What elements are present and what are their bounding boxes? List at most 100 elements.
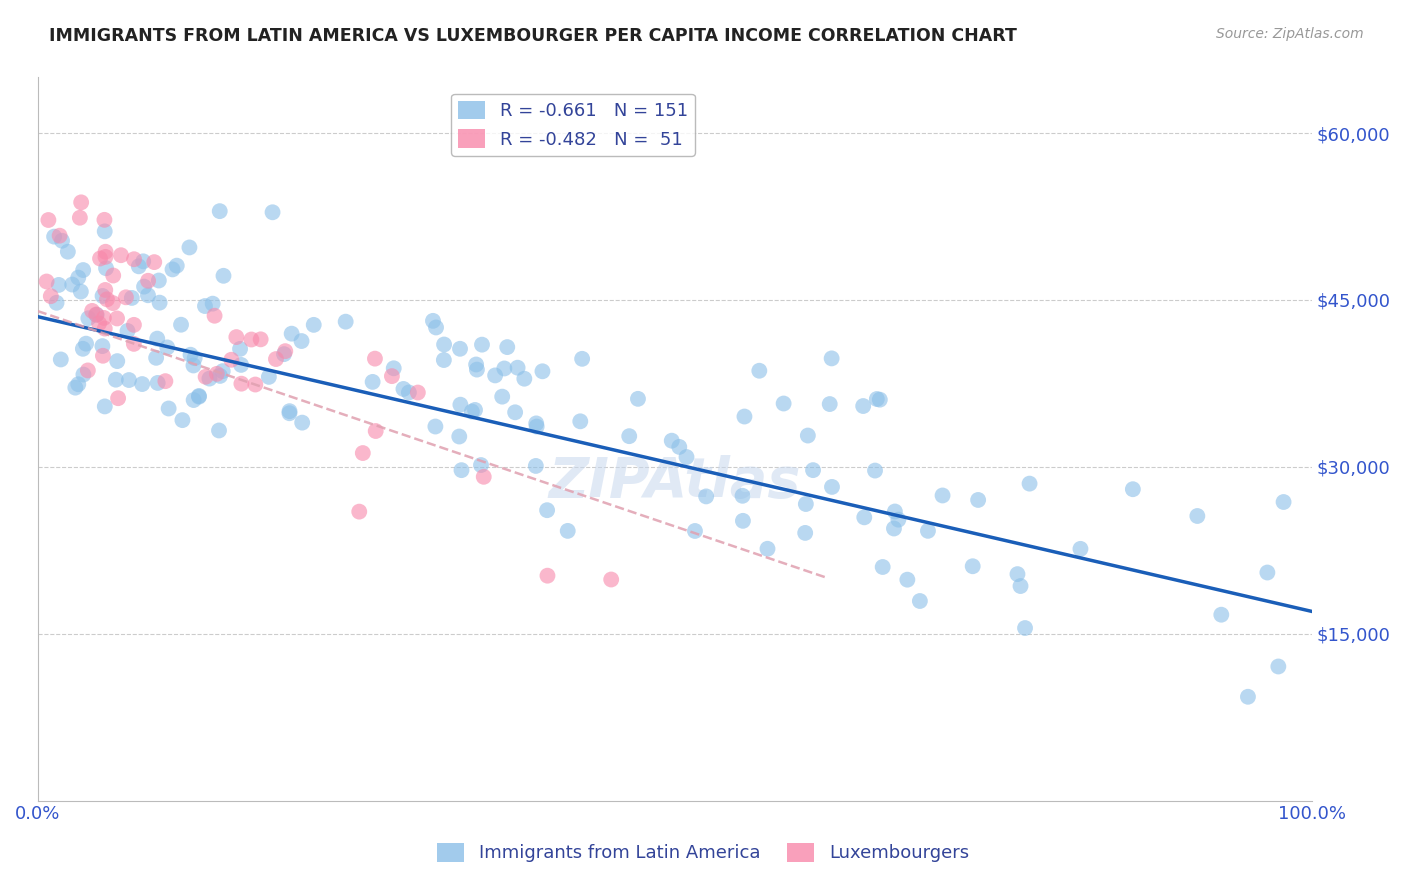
Point: [94, 321, 117, 335]
Point: [931, 488, 953, 502]
Point: [149, 295, 172, 310]
Point: [506, 360, 529, 375]
Point: [278, 406, 301, 420]
Point: [449, 342, 471, 356]
Point: [131, 377, 153, 392]
Legend: Immigrants from Latin America, Luxembourgers: Immigrants from Latin America, Luxembour…: [430, 836, 976, 870]
Point: [93, 310, 115, 325]
Point: [136, 288, 159, 302]
Point: [470, 458, 492, 472]
Point: [205, 367, 228, 381]
Point: [695, 490, 717, 504]
Point: [675, 450, 697, 464]
Legend: R = -0.661   N = 151, R = -0.482   N =  51: R = -0.661 N = 151, R = -0.482 N = 51: [451, 94, 695, 156]
Point: [89, 252, 111, 266]
Point: [82, 304, 104, 318]
Point: [731, 514, 754, 528]
Point: [194, 369, 217, 384]
Point: [221, 352, 243, 367]
Point: [818, 397, 841, 411]
Point: [1272, 495, 1295, 509]
Point: [756, 541, 779, 556]
Point: [425, 320, 447, 334]
Point: [231, 376, 253, 391]
Point: [1211, 607, 1233, 622]
Point: [183, 351, 205, 366]
Point: [211, 364, 233, 378]
Point: [49, 352, 72, 367]
Point: [352, 446, 374, 460]
Point: [45, 295, 67, 310]
Point: [143, 255, 166, 269]
Point: [194, 299, 217, 313]
Point: [110, 248, 132, 262]
Point: [526, 419, 548, 434]
Point: [75, 336, 97, 351]
Point: [465, 358, 488, 372]
Point: [449, 398, 471, 412]
Point: [60, 277, 83, 292]
Point: [105, 311, 128, 326]
Point: [852, 399, 875, 413]
Point: [869, 392, 891, 407]
Point: [274, 344, 297, 359]
Point: [917, 524, 939, 538]
Point: [162, 262, 184, 277]
Point: [93, 212, 115, 227]
Point: [524, 417, 547, 431]
Point: [571, 351, 593, 366]
Point: [291, 416, 314, 430]
Text: IMMIGRANTS FROM LATIN AMERICA VS LUXEMBOURGER PER CAPITA INCOME CORRELATION CHAR: IMMIGRANTS FROM LATIN AMERICA VS LUXEMBO…: [49, 27, 1017, 45]
Point: [433, 353, 456, 368]
Point: [229, 358, 252, 372]
Point: [1122, 482, 1144, 496]
Point: [422, 314, 444, 328]
Point: [208, 424, 231, 438]
Point: [183, 392, 205, 407]
Point: [132, 254, 155, 268]
Point: [866, 392, 889, 406]
Point: [1237, 690, 1260, 704]
Point: [42, 229, 65, 244]
Point: [661, 434, 683, 448]
Point: [1256, 566, 1278, 580]
Point: [172, 413, 194, 427]
Point: [392, 382, 415, 396]
Point: [461, 404, 484, 418]
Point: [569, 414, 592, 428]
Point: [381, 369, 404, 384]
Point: [148, 273, 170, 287]
Point: [872, 560, 894, 574]
Point: [821, 480, 844, 494]
Text: ZIPAtlas: ZIPAtlas: [548, 456, 801, 509]
Point: [180, 348, 202, 362]
Point: [257, 370, 280, 384]
Point: [1267, 659, 1289, 673]
Point: [249, 332, 271, 346]
Point: [398, 385, 420, 400]
Point: [619, 429, 641, 443]
Point: [887, 513, 910, 527]
Point: [77, 311, 100, 326]
Point: [896, 573, 918, 587]
Point: [772, 396, 794, 410]
Point: [683, 524, 706, 538]
Point: [794, 497, 817, 511]
Point: [863, 464, 886, 478]
Point: [273, 347, 295, 361]
Point: [128, 260, 150, 274]
Point: [472, 470, 495, 484]
Point: [425, 419, 447, 434]
Point: [198, 371, 221, 385]
Point: [465, 362, 488, 376]
Point: [731, 489, 754, 503]
Point: [212, 268, 235, 283]
Point: [1187, 508, 1209, 523]
Point: [962, 559, 984, 574]
Point: [69, 211, 91, 225]
Point: [349, 505, 371, 519]
Point: [65, 381, 87, 395]
Point: [733, 409, 755, 424]
Point: [122, 318, 145, 332]
Point: [72, 263, 94, 277]
